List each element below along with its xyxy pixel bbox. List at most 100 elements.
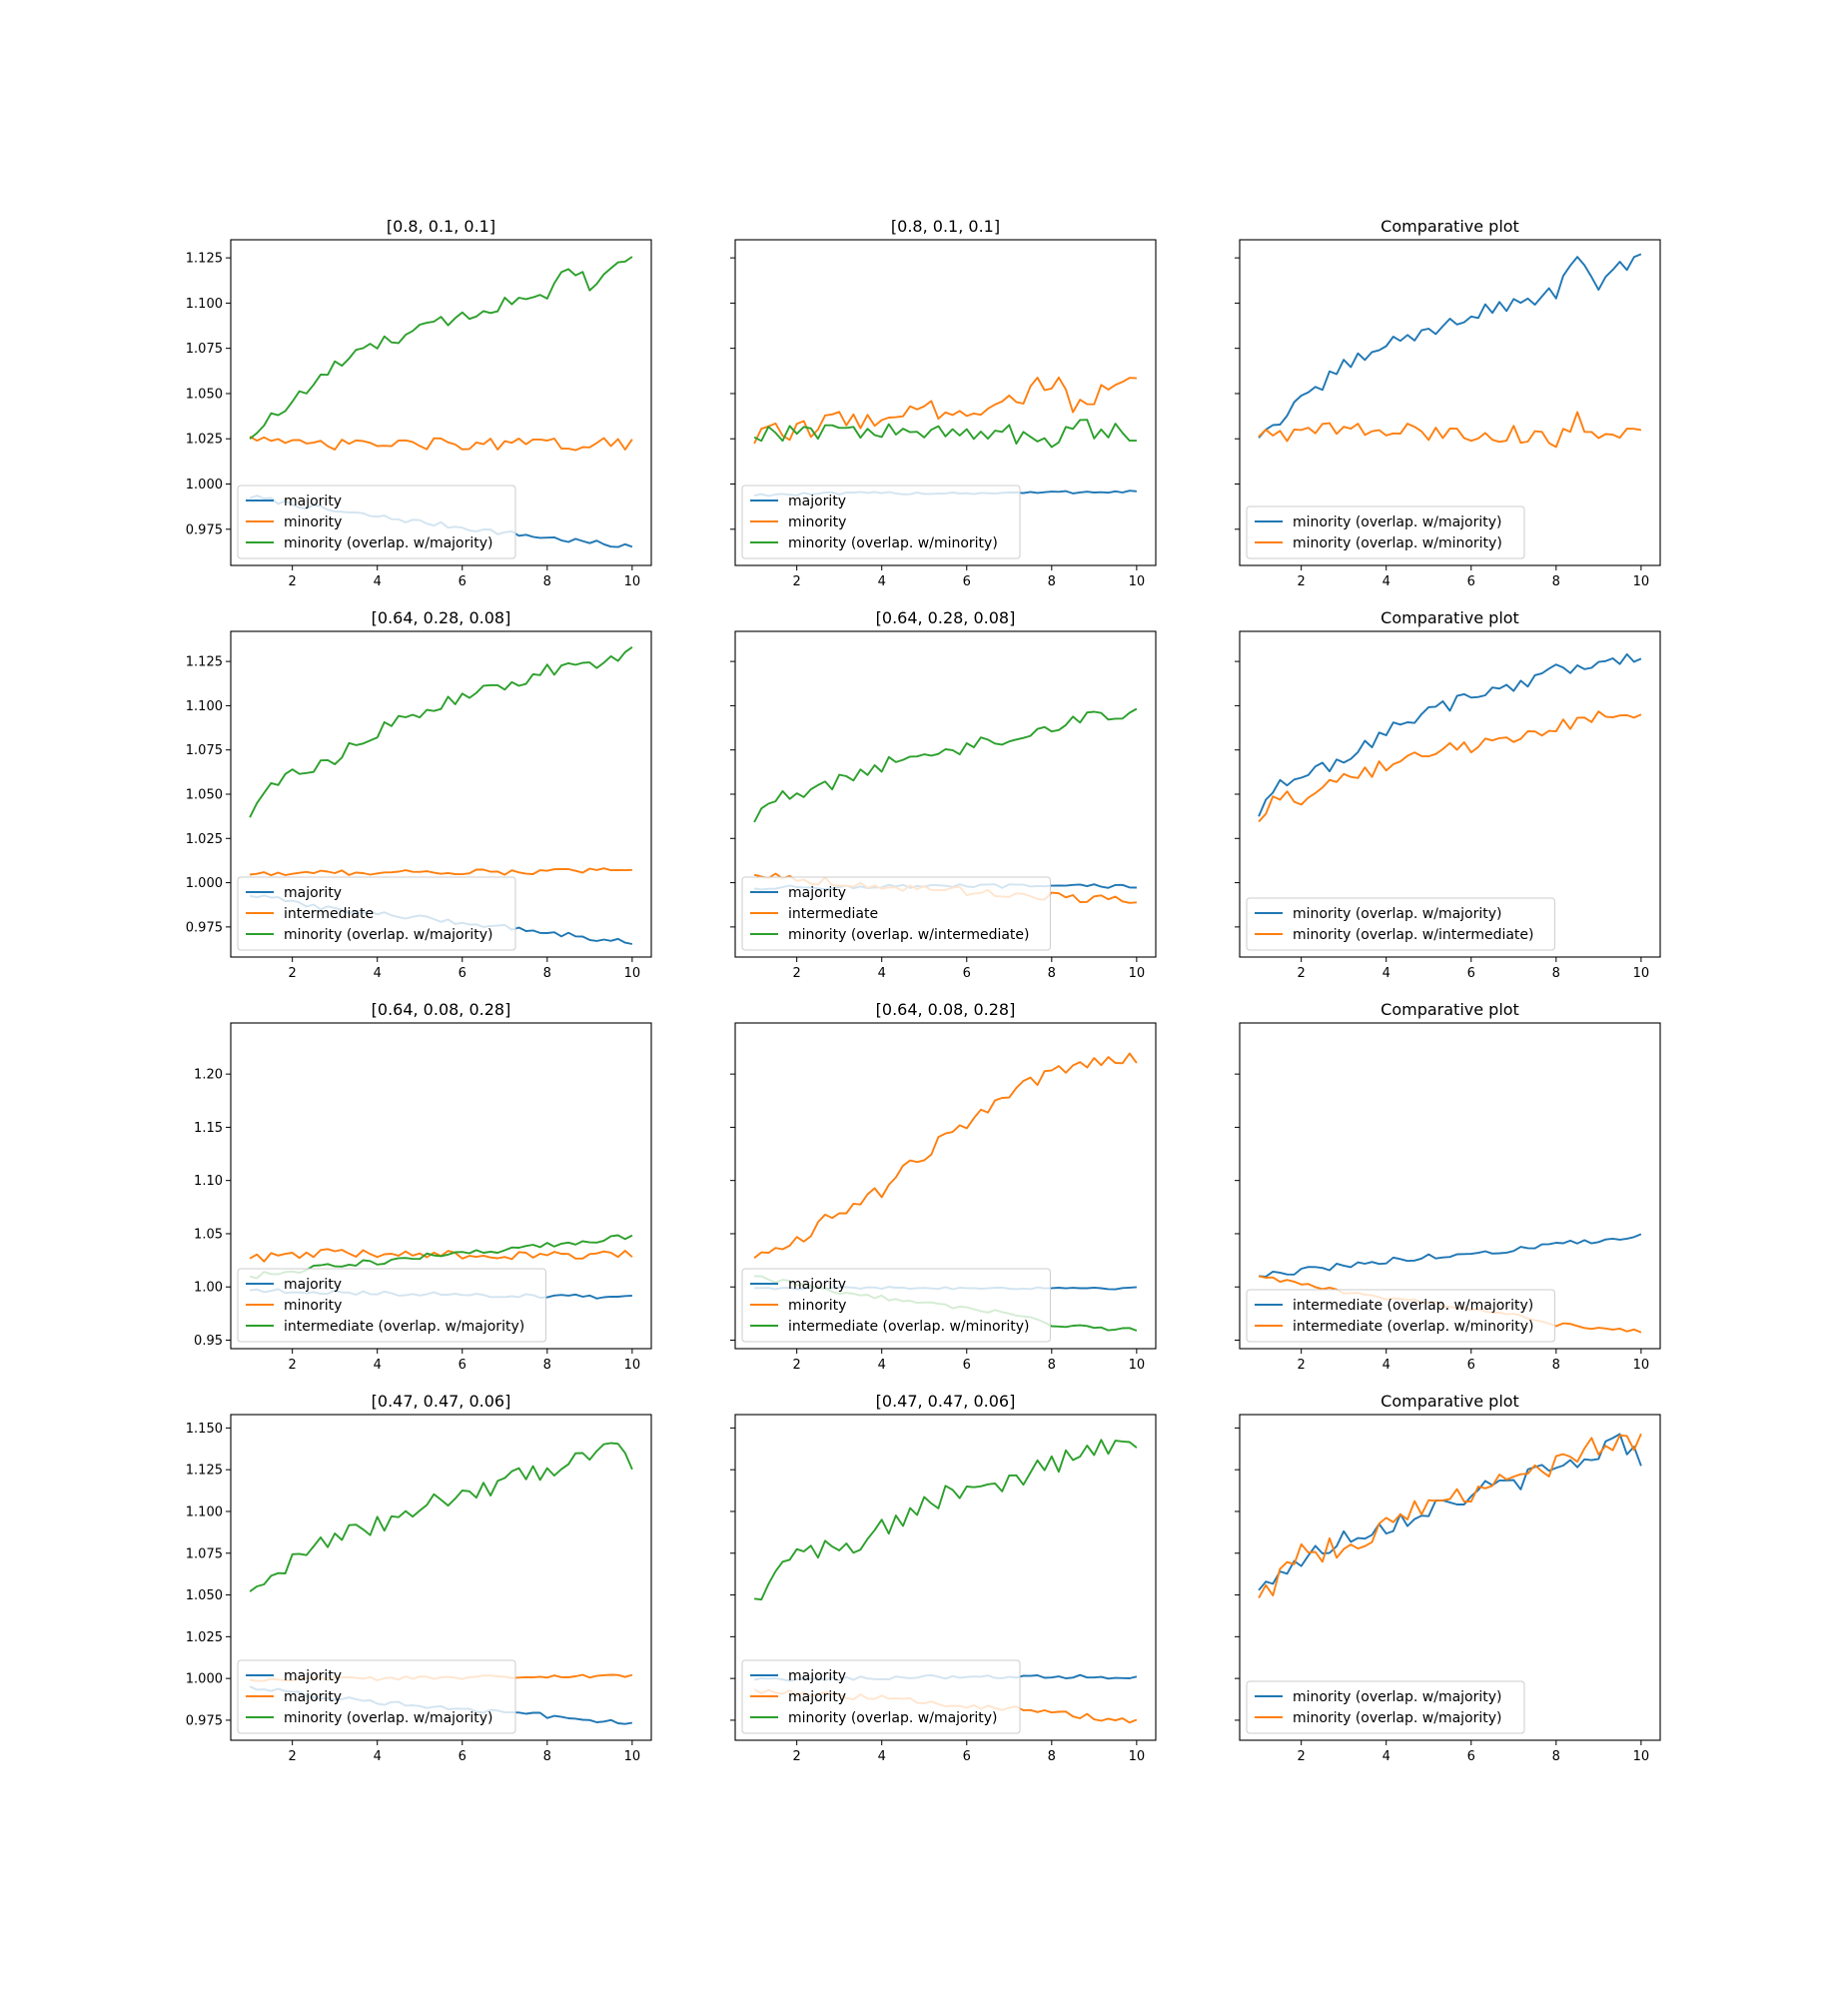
- legend: majority minority intermediate (overlap. w…: [237, 1268, 546, 1343]
- series-line: [753, 376, 1137, 445]
- subplot-2: [0.8, 0.1, 0.1] 2 4 6 8 10 majority minority min…: [730, 217, 1157, 589]
- x-tick-label: 8: [543, 1358, 551, 1373]
- x-tick-label: 2: [289, 574, 297, 589]
- y-tick-label: 1.000: [186, 1672, 223, 1687]
- subplot-title: [0.47, 0.47, 0.06]: [372, 1392, 511, 1411]
- axes-frame: [230, 239, 652, 566]
- series-line: [753, 707, 1138, 823]
- y-tick-label: 1.05: [194, 1227, 223, 1242]
- x-tick-label: 4: [1383, 966, 1390, 981]
- legend-box: [237, 1268, 546, 1343]
- y-tick-label: 1.100: [186, 1504, 223, 1519]
- subplot-5: [0.64, 0.28, 0.08] 2 4 6 8 10 majority intermed…: [730, 608, 1157, 981]
- subplot-12: Comparative plot 2 4 6 8 10 minority (overlap.…: [1235, 1392, 1661, 1764]
- series-line: [249, 256, 633, 440]
- y-tick-label: 1.000: [186, 876, 223, 891]
- x-tick-label: 10: [1633, 1358, 1650, 1373]
- x-tick-label: 6: [963, 574, 971, 589]
- legend-label: majority: [284, 1689, 342, 1705]
- x-tick-label: 8: [543, 574, 551, 589]
- legend-label: majority: [788, 1668, 846, 1684]
- legend-label: minority (overlap. w/intermediate): [1293, 927, 1534, 943]
- x-tick-label: 6: [459, 574, 466, 589]
- legend-label: minority (overlap. w/majority): [1293, 906, 1502, 922]
- subplot-title: [0.8, 0.1, 0.1]: [387, 217, 495, 236]
- x-tick-label: 4: [878, 574, 886, 589]
- x-tick-label: 4: [878, 1358, 886, 1373]
- legend-box: [741, 1659, 1021, 1734]
- subplot-title: Comparative plot: [1381, 1000, 1519, 1019]
- subplot-8: [0.64, 0.08, 0.28] 2 4 6 8 10 majority minority…: [730, 1000, 1157, 1373]
- legend: minority (overlap. w/majority) minority (…: [1246, 897, 1555, 951]
- subplot-9: Comparative plot 2 4 6 8 10 intermediate (over…: [1235, 1000, 1661, 1373]
- x-tick-label: 10: [624, 1749, 641, 1764]
- series-line: [249, 1442, 633, 1592]
- legend-label: majority: [788, 1689, 846, 1705]
- axes-frame: [734, 1022, 1157, 1350]
- series-line: [753, 1439, 1138, 1601]
- x-tick-label: 2: [1298, 574, 1306, 589]
- legend-label: minority: [788, 514, 846, 530]
- x-tick-label: 2: [1298, 966, 1306, 981]
- y-tick-label: 1.20: [194, 1068, 223, 1083]
- x-tick-label: 6: [1467, 574, 1475, 589]
- x-tick-label: 8: [543, 966, 551, 981]
- x-tick-label: 8: [1552, 966, 1560, 981]
- legend: minority (overlap. w/majority) minority (…: [1246, 1680, 1525, 1734]
- x-tick-label: 2: [289, 1749, 297, 1764]
- y-tick-label: 1.050: [186, 387, 223, 402]
- x-tick-label: 10: [1633, 574, 1650, 589]
- legend-label: minority (overlap. w/minority): [788, 535, 998, 551]
- y-tick-label: 1.025: [186, 1630, 223, 1645]
- legend-label: minority (overlap. w/majority): [788, 1710, 998, 1726]
- y-tick-label: 1.050: [186, 788, 223, 803]
- legend-box: [741, 485, 1021, 559]
- series-line: [249, 646, 633, 818]
- x-tick-label: 6: [963, 1358, 971, 1373]
- y-tick-label: 1.025: [186, 832, 223, 847]
- legend: majority minority minority (overlap. w/min…: [741, 485, 1021, 559]
- x-tick-label: 10: [624, 574, 641, 589]
- legend-label: minority: [284, 1298, 342, 1314]
- subplot-7: [0.64, 0.08, 0.28] 0.95 1.00 1.05 1.10 1.15 1.…: [194, 1000, 652, 1373]
- y-tick-label: 1.150: [186, 1422, 223, 1437]
- legend-box: [1246, 505, 1525, 559]
- x-tick-label: 4: [374, 1749, 382, 1764]
- y-tick-label: 1.10: [194, 1174, 223, 1189]
- legend-label: intermediate (overlap. w/minority): [1293, 1319, 1534, 1335]
- x-tick-label: 2: [793, 1358, 801, 1373]
- y-tick-label: 1.075: [186, 342, 223, 357]
- subplot-6: Comparative plot 2 4 6 8 10 minority (overlap.…: [1235, 608, 1661, 981]
- legend-box: [1246, 1289, 1555, 1343]
- y-tick-label: 1.025: [186, 433, 223, 448]
- legend-label: minority (overlap. w/minority): [1293, 535, 1502, 551]
- legend-label: majority: [284, 885, 342, 901]
- x-tick-label: 8: [1552, 1358, 1560, 1373]
- axes-frame: [734, 1414, 1157, 1741]
- legend-label: intermediate (overlap. w/majority): [1293, 1298, 1533, 1314]
- legend: majority majority minority (overlap. w/maj…: [237, 1659, 516, 1734]
- subplot-title: [0.64, 0.08, 0.28]: [372, 1000, 511, 1019]
- legend: majority intermediate minority (overlap. w…: [237, 876, 516, 951]
- x-tick-label: 6: [459, 1749, 466, 1764]
- legend-label: intermediate: [788, 906, 878, 922]
- x-tick-label: 10: [1129, 1749, 1146, 1764]
- legend-box: [237, 876, 516, 951]
- y-tick-label: 1.050: [186, 1588, 223, 1603]
- x-tick-label: 8: [1048, 966, 1056, 981]
- legend-label: minority: [788, 1298, 846, 1314]
- x-tick-label: 6: [1467, 1749, 1475, 1764]
- x-tick-label: 8: [1048, 1358, 1056, 1373]
- series-line: [753, 419, 1137, 449]
- x-tick-label: 2: [289, 1358, 297, 1373]
- axes-frame: [734, 239, 1157, 566]
- axes-frame: [230, 1414, 652, 1741]
- series-line: [1259, 1233, 1642, 1278]
- y-tick-label: 0.95: [194, 1334, 223, 1349]
- subplot-title: [0.47, 0.47, 0.06]: [876, 1392, 1016, 1411]
- y-tick-label: 1.100: [186, 699, 223, 714]
- x-tick-label: 4: [1383, 1358, 1390, 1373]
- series-line: [249, 867, 632, 877]
- legend-label: majority: [788, 494, 846, 509]
- series-line: [1258, 253, 1642, 439]
